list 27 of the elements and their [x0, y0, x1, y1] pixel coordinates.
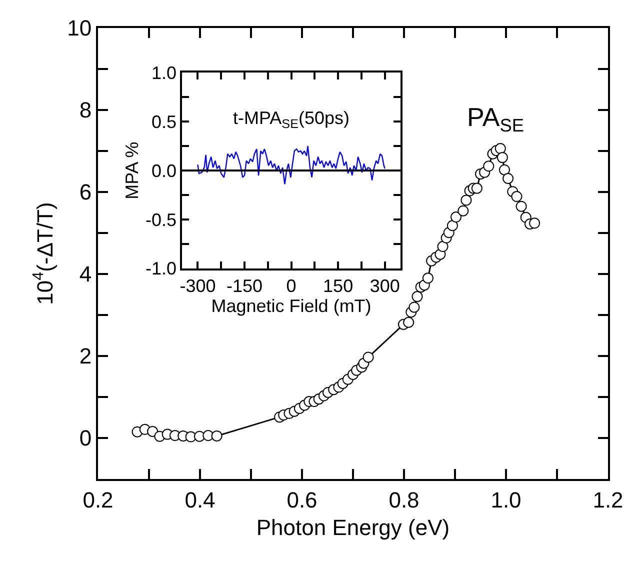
- text: t-MPA$_{SE}$(50ps): [233, 108, 350, 131]
- y-tick-label: 6: [79, 180, 92, 205]
- y-tick-label: 0: [79, 426, 92, 451]
- x-tick-label: 150: [323, 276, 354, 296]
- y-axis-title: MPA %: [122, 142, 142, 200]
- x-tick-label: 0.6: [286, 487, 318, 512]
- y-tick-label: 0.0: [152, 160, 177, 181]
- y-tick-label: 8: [79, 98, 92, 123]
- y-tick-label: -0.5: [146, 210, 177, 230]
- x-tick-label: -150: [226, 276, 263, 296]
- x-tick-label: 0.2: [82, 487, 114, 512]
- x-axis-title: Magnetic Field (mT): [211, 296, 372, 316]
- x-axis-title: Photon Energy (eV): [256, 514, 450, 540]
- y-tick-label: -1.0: [146, 258, 177, 279]
- y-tick-label: 2: [79, 344, 92, 369]
- y-tick-label: 10: [67, 16, 92, 41]
- x-tick-label: 0.4: [184, 487, 216, 512]
- x-tick-label: 0: [286, 276, 296, 296]
- x-tick-label: 0.8: [388, 487, 420, 512]
- x-tick-label: 300: [370, 276, 400, 296]
- x-tick-label: 1.2: [592, 487, 624, 512]
- y-tick-label: 0.5: [152, 112, 177, 132]
- y-tick-label: 1.0: [152, 62, 177, 83]
- x-tick-label: 1.0: [490, 487, 522, 512]
- x-tick-label: -300: [180, 276, 216, 296]
- annotation: PA$_{SE}$: [467, 102, 524, 136]
- y-tick-label: 4: [79, 262, 92, 287]
